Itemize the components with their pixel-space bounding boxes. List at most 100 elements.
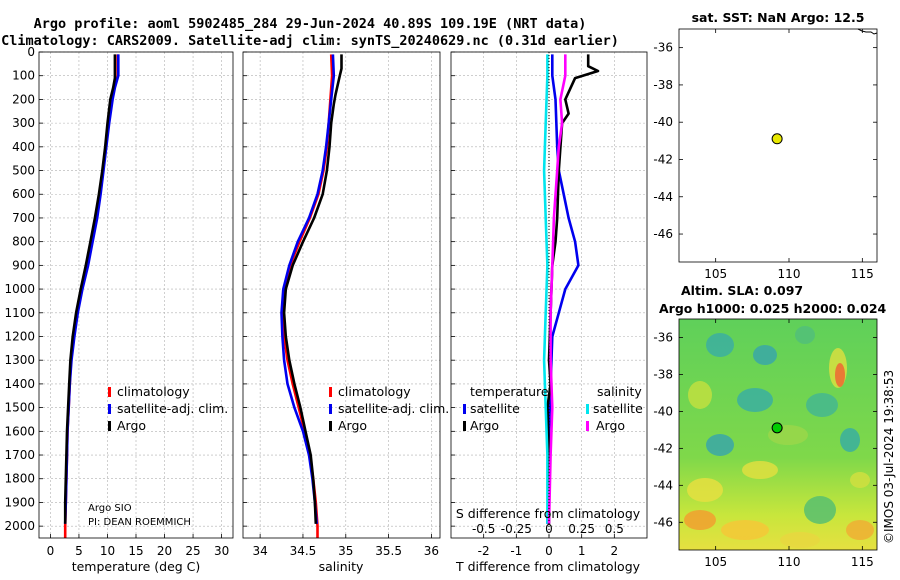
- lat-tick-label: -46: [653, 227, 673, 241]
- y-tick-label: 300: [12, 116, 35, 130]
- imos-watermark: ©IMOS 03-Jul-2024 19:38:53: [882, 370, 896, 544]
- y-tick-label: 1400: [4, 377, 35, 391]
- legend-swatch-satellite: [329, 404, 332, 414]
- series-argo: [282, 54, 343, 524]
- legend-label-satellite: satellite-adj. clim.: [117, 401, 228, 416]
- legend-label-climatology: climatology: [338, 384, 411, 399]
- legend-label-climatology: climatology: [117, 384, 190, 399]
- difference-panel: -2 -1 0 1 2 S difference from climatology -0…: [450, 51, 648, 574]
- legend-header-salinity: salinity: [597, 384, 642, 399]
- temperature-xlabel: temperature (deg C): [72, 559, 201, 574]
- y-tick-label: 1300: [4, 353, 35, 367]
- x-tick-label: 5: [75, 544, 83, 558]
- temperature-legend: climatology satellite-adj. clim. Argo: [108, 384, 228, 433]
- x-tick-label: 10: [100, 544, 115, 558]
- sst-map-panel: sat. SST: NaN Argo: 12.5 -36 -38 -40 -42 -44…: [653, 10, 878, 281]
- x-tick-label: 35.5: [375, 544, 402, 558]
- lat-tick-label: -44: [653, 190, 673, 204]
- lon-tick-label: 115: [851, 555, 874, 569]
- x-tick-label: 25: [185, 544, 200, 558]
- y-tick-label: 700: [12, 211, 35, 225]
- legend-label-t-argo: Argo: [470, 418, 499, 433]
- legend-swatch-satellite: [108, 404, 111, 414]
- lon-tick-label: 110: [778, 555, 801, 569]
- sla-map-panel: Altim. SLA: 0.097 Argo h1000: 0.025 h200…: [653, 283, 886, 569]
- x-tick-label: -2: [478, 544, 490, 558]
- s-tick-label: -0.25: [501, 522, 532, 536]
- s-tick-label: -0.5: [472, 522, 495, 536]
- lon-tick-label: 105: [704, 267, 727, 281]
- x-tick-label: 20: [157, 544, 172, 558]
- y-tick-label: 400: [12, 140, 35, 154]
- lon-tick-label: 105: [704, 555, 727, 569]
- y-tick-label: 200: [12, 92, 35, 106]
- y-tick-label: 1800: [4, 472, 35, 486]
- legend-label-argo: Argo: [338, 418, 367, 433]
- x-tick-label: 15: [128, 544, 143, 558]
- legend-swatch-t-argo: [463, 421, 466, 431]
- y-tick-label: 1500: [4, 401, 35, 415]
- lat-tick-label: -36: [653, 330, 673, 344]
- sla-map-title-line1: Altim. SLA: 0.097: [681, 283, 803, 298]
- lat-tick-label: -46: [653, 515, 673, 529]
- s-diff-label: S difference from climatology: [456, 506, 641, 521]
- legend-swatch-argo: [108, 421, 111, 431]
- difference-legend: temperature salinity satellite Argo sate…: [463, 384, 643, 433]
- y-tick-label: 1700: [4, 448, 35, 462]
- series-s-argo: [547, 54, 567, 524]
- s-tick-label: 0.25: [568, 522, 595, 536]
- t-diff-xlabel: T difference from climatology: [455, 559, 641, 574]
- lat-tick-label: -38: [653, 367, 673, 381]
- float-institution: Argo SIO: [88, 503, 132, 514]
- x-tick-label: 34.5: [290, 544, 317, 558]
- argo-position-marker: [771, 133, 783, 145]
- lat-tick-label: -42: [653, 441, 673, 455]
- legend-label-s-argo: Argo: [596, 418, 625, 433]
- lat-tick-label: -40: [653, 115, 673, 129]
- y-tick-label: 1100: [4, 306, 35, 320]
- legend-swatch-climatology: [108, 387, 111, 397]
- y-tick-label: 900: [12, 258, 35, 272]
- lat-tick-label: -40: [653, 404, 673, 418]
- figure-title-line1: Argo profile: aoml 5902485_284 29-Jun-20…: [34, 16, 587, 32]
- sla-heatmap: [679, 319, 877, 550]
- legend-label-s-satellite: satellite: [593, 401, 643, 416]
- lat-tick-label: -36: [653, 41, 673, 55]
- x-tick-label: 2: [611, 544, 619, 558]
- series-argo: [63, 54, 117, 524]
- sla-map-title-line2: Argo h1000: 0.025 h2000: 0.024: [659, 301, 887, 316]
- figure-title-line2: Climatology: CARS2009. Satellite-adj cli…: [1, 33, 619, 49]
- salinity-xlabel: salinity: [319, 559, 364, 574]
- temperature-panel: 0100200300400500600700800900100011001200…: [4, 45, 234, 574]
- legend-label-satellite: satellite-adj. clim.: [338, 401, 449, 416]
- s-tick-label: 0: [545, 522, 553, 536]
- argo-position-marker: [771, 422, 783, 434]
- y-tick-label: 1900: [4, 495, 35, 509]
- series-satellite-adj-clim-: [280, 54, 336, 524]
- x-tick-label: -1: [510, 544, 522, 558]
- y-tick-label: 800: [12, 235, 35, 249]
- salinity-panel: 34 34.5 35 35.5 36 salinity climatology sate…: [242, 51, 449, 574]
- lat-tick-label: -44: [653, 478, 673, 492]
- legend-header-temperature: temperature: [470, 384, 549, 399]
- legend-swatch-s-argo: [586, 421, 589, 431]
- lat-tick-label: -38: [653, 78, 673, 92]
- y-tick-label: 500: [12, 164, 35, 178]
- lat-tick-label: -42: [653, 152, 673, 166]
- y-tick-label: 100: [12, 69, 35, 83]
- coastline: [857, 28, 878, 35]
- sst-map-title: sat. SST: NaN Argo: 12.5: [692, 10, 865, 25]
- x-tick-label: 0: [47, 544, 55, 558]
- y-tick-label: 600: [12, 187, 35, 201]
- legend-label-t-satellite: satellite: [470, 401, 520, 416]
- series-t-satellite: [546, 54, 580, 524]
- series-s-satellite: [542, 54, 549, 524]
- series-t-argo: [546, 54, 600, 524]
- y-tick-label: 1000: [4, 282, 35, 296]
- x-tick-label: 30: [214, 544, 229, 558]
- salinity-legend: climatology satellite-adj. clim. Argo: [329, 384, 449, 433]
- y-tick-label: 1600: [4, 424, 35, 438]
- legend-swatch-climatology: [329, 387, 332, 397]
- s-tick-label: 0.5: [605, 522, 624, 536]
